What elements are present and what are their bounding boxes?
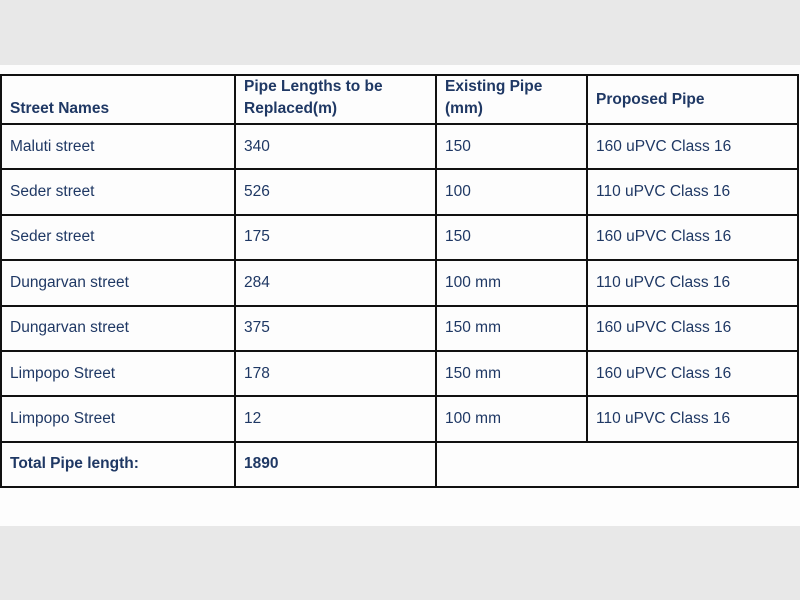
table-row: Seder street 526 100 110 uPVC Class 16 bbox=[0, 168, 799, 216]
street-name-cell: Dungarvan street bbox=[0, 259, 236, 307]
proposed-pipe-cell: 110 uPVC Class 16 bbox=[586, 395, 799, 443]
header-pipe-lengths: Pipe Lengths to be Replaced(m) bbox=[234, 74, 437, 125]
table-row: Maluti street 340 150 160 uPVC Class 16 bbox=[0, 122, 799, 171]
street-name-cell: Limpopo Street bbox=[0, 349, 236, 398]
proposed-pipe-cell: 160 uPVC Class 16 bbox=[586, 304, 799, 352]
total-row: Total Pipe length: 1890 bbox=[0, 440, 799, 489]
proposed-pipe-cell: 110 uPVC Class 16 bbox=[586, 168, 799, 216]
table-row: Seder street 175 150 160 uPVC Class 16 bbox=[0, 213, 799, 262]
header-existing-pipe: Existing Pipe (mm) bbox=[435, 74, 588, 125]
total-label: Total Pipe length: bbox=[0, 440, 236, 489]
pipe-length-cell: 178 bbox=[234, 349, 437, 398]
table-row: Limpopo Street 178 150 mm 160 uPVC Class 16 bbox=[0, 349, 799, 398]
pipe-length-cell: 12 bbox=[234, 395, 437, 443]
header-row: Street Names Pipe Lengths to be Replaced… bbox=[0, 74, 799, 125]
existing-pipe-cell: 100 mm bbox=[435, 395, 588, 443]
pipe-replacement-table: Street Names Pipe Lengths to be Replaced… bbox=[0, 74, 799, 489]
proposed-pipe-cell: 160 uPVC Class 16 bbox=[586, 213, 799, 262]
pipe-length-cell: 284 bbox=[234, 259, 437, 307]
table-row: Dungarvan street 375 150 mm 160 uPVC Class … bbox=[0, 304, 799, 352]
header-proposed-pipe: Proposed Pipe bbox=[586, 74, 799, 125]
proposed-pipe-cell: 110 uPVC Class 16 bbox=[586, 259, 799, 307]
pipe-length-cell: 340 bbox=[234, 122, 437, 171]
empty-cell bbox=[435, 440, 799, 489]
existing-pipe-cell: 150 mm bbox=[435, 349, 588, 398]
table-row: Limpopo Street 12 100 mm 110 uPVC Class 16 bbox=[0, 395, 799, 443]
existing-pipe-cell: 150 mm bbox=[435, 304, 588, 352]
pipe-length-cell: 375 bbox=[234, 304, 437, 352]
street-name-cell: Maluti street bbox=[0, 122, 236, 171]
existing-pipe-cell: 100 bbox=[435, 168, 588, 216]
street-name-cell: Dungarvan street bbox=[0, 304, 236, 352]
street-name-cell: Seder street bbox=[0, 213, 236, 262]
table-row: Dungarvan street 284 100 mm 110 uPVC Class … bbox=[0, 259, 799, 307]
proposed-pipe-cell: 160 uPVC Class 16 bbox=[586, 349, 799, 398]
pipe-length-cell: 526 bbox=[234, 168, 437, 216]
proposed-pipe-cell: 160 uPVC Class 16 bbox=[586, 122, 799, 171]
existing-pipe-cell: 150 bbox=[435, 122, 588, 171]
street-name-cell: Seder street bbox=[0, 168, 236, 216]
total-value: 1890 bbox=[234, 440, 437, 489]
existing-pipe-cell: 100 mm bbox=[435, 259, 588, 307]
pipe-length-cell: 175 bbox=[234, 213, 437, 262]
existing-pipe-cell: 150 bbox=[435, 213, 588, 262]
street-name-cell: Limpopo Street bbox=[0, 395, 236, 443]
header-street-names: Street Names bbox=[0, 74, 236, 125]
